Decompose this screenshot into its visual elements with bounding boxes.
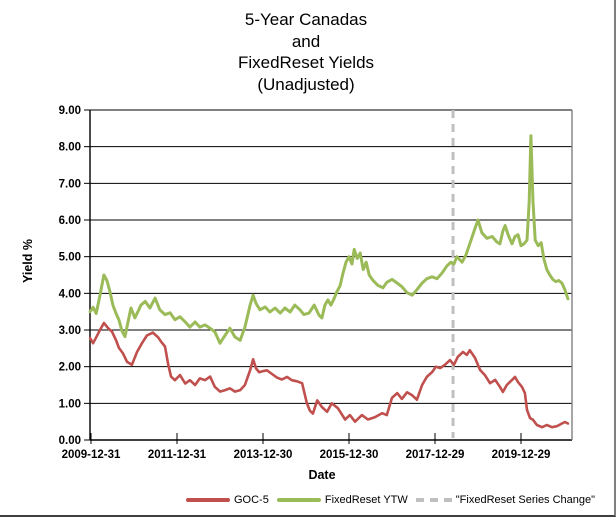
goc5-legend-swatch (186, 498, 230, 502)
goc5-legend-label: GOC-5 (234, 494, 269, 506)
y-tick-label: 2.00 (59, 362, 81, 374)
y-tick-label: 9.00 (59, 105, 81, 117)
y-tick-label: 1.00 (59, 398, 81, 410)
series-change-legend-swatch (415, 498, 452, 502)
chart-title: 5-Year Canadas and FixedReset Yields (Un… (237, 10, 375, 94)
y-tick-label: 7.00 (59, 178, 81, 190)
series-change-legend-label: "FixedReset Series Change" (455, 494, 596, 506)
y-tick-label: 5.00 (59, 252, 81, 264)
x-tick-label: 2017-12-29 (406, 449, 465, 461)
y-tick-label: 0.00 (59, 435, 81, 447)
y-tick-label: 8.00 (59, 142, 81, 154)
x-tick-label: 2011-12-31 (148, 449, 207, 461)
y-tick-label: 3.00 (59, 325, 81, 337)
y-tick-label: 4.00 (59, 288, 81, 300)
fixedreset-legend-label: FixedReset YTW (324, 494, 408, 506)
x-tick-label: 2009-12-31 (62, 449, 121, 461)
legend: GOC-5 FixedReset YTW "FixedReset Series … (186, 492, 603, 508)
x-axis-title: Date (308, 468, 336, 482)
fixedreset-line (88, 134, 570, 345)
y-tick-label: 6.00 (59, 215, 81, 227)
goc5-line (88, 321, 570, 429)
x-tick-label: 2019-12-29 (492, 449, 551, 461)
fixedreset-legend-swatch (276, 498, 321, 502)
x-tick-label: 2013-12-30 (234, 449, 293, 461)
x-tick-label: 2015-12-30 (320, 449, 379, 461)
